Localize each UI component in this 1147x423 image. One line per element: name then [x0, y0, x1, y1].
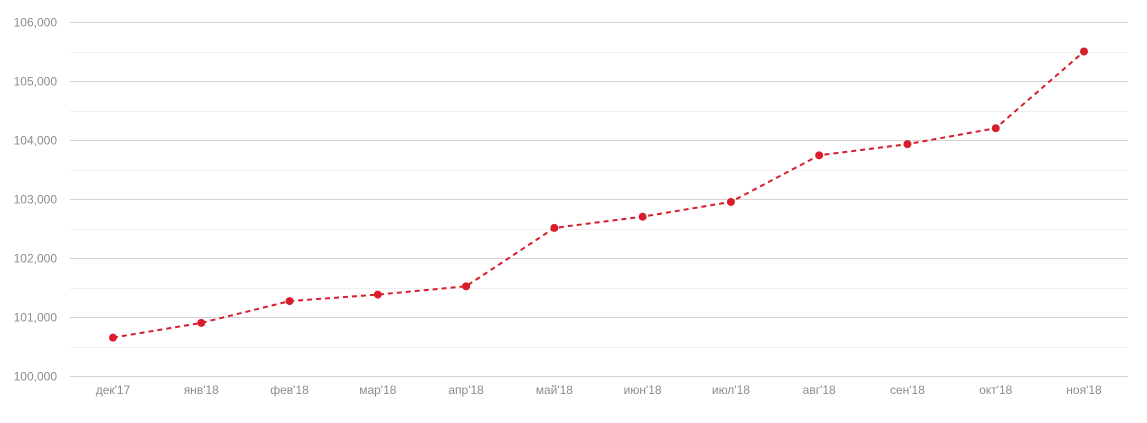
data-point [462, 282, 471, 291]
data-point [550, 223, 559, 232]
x-tick-label: сен'18 [890, 383, 925, 397]
x-tick-label: янв'18 [184, 383, 219, 397]
y-tick-label: 101,000 [14, 311, 58, 325]
y-axis: 100,000 101,000 102,000 103,000 104,000 105,0… [14, 16, 58, 384]
y-tick-label: 102,000 [14, 252, 58, 266]
data-point [285, 297, 294, 306]
x-tick-label: мар'18 [359, 383, 397, 397]
data-point [197, 318, 206, 327]
data-point [903, 140, 912, 149]
x-tick-label: июн'18 [624, 383, 662, 397]
gridlines [70, 22, 1128, 377]
y-tick-label: 105,000 [14, 75, 58, 89]
data-point [373, 290, 382, 299]
y-tick-label: 104,000 [14, 134, 58, 148]
x-tick-label: авг'18 [803, 383, 836, 397]
data-point [1080, 47, 1088, 56]
x-tick-label: июл'18 [712, 383, 750, 397]
x-tick-label: май'18 [536, 383, 574, 397]
series-layer [109, 47, 1088, 342]
y-tick-label: 100,000 [14, 370, 58, 384]
x-tick-label: фев'18 [270, 383, 309, 397]
y-tick-label: 103,000 [14, 193, 58, 207]
x-tick-label: окт'18 [979, 383, 1013, 397]
data-point [638, 212, 647, 221]
y-tick-label: 106,000 [14, 16, 58, 30]
data-point [815, 151, 824, 160]
x-tick-label: апр'18 [448, 383, 484, 397]
data-point [991, 124, 1000, 133]
x-tick-label: дек'17 [96, 383, 131, 397]
data-point [109, 333, 117, 342]
x-axis: дек'17 янв'18 фев'18 мар'18 апр'18 май'18 июн'… [96, 383, 1102, 397]
data-point [726, 197, 735, 206]
x-tick-label: ноя'18 [1066, 383, 1102, 397]
series-line [112, 50, 1085, 339]
